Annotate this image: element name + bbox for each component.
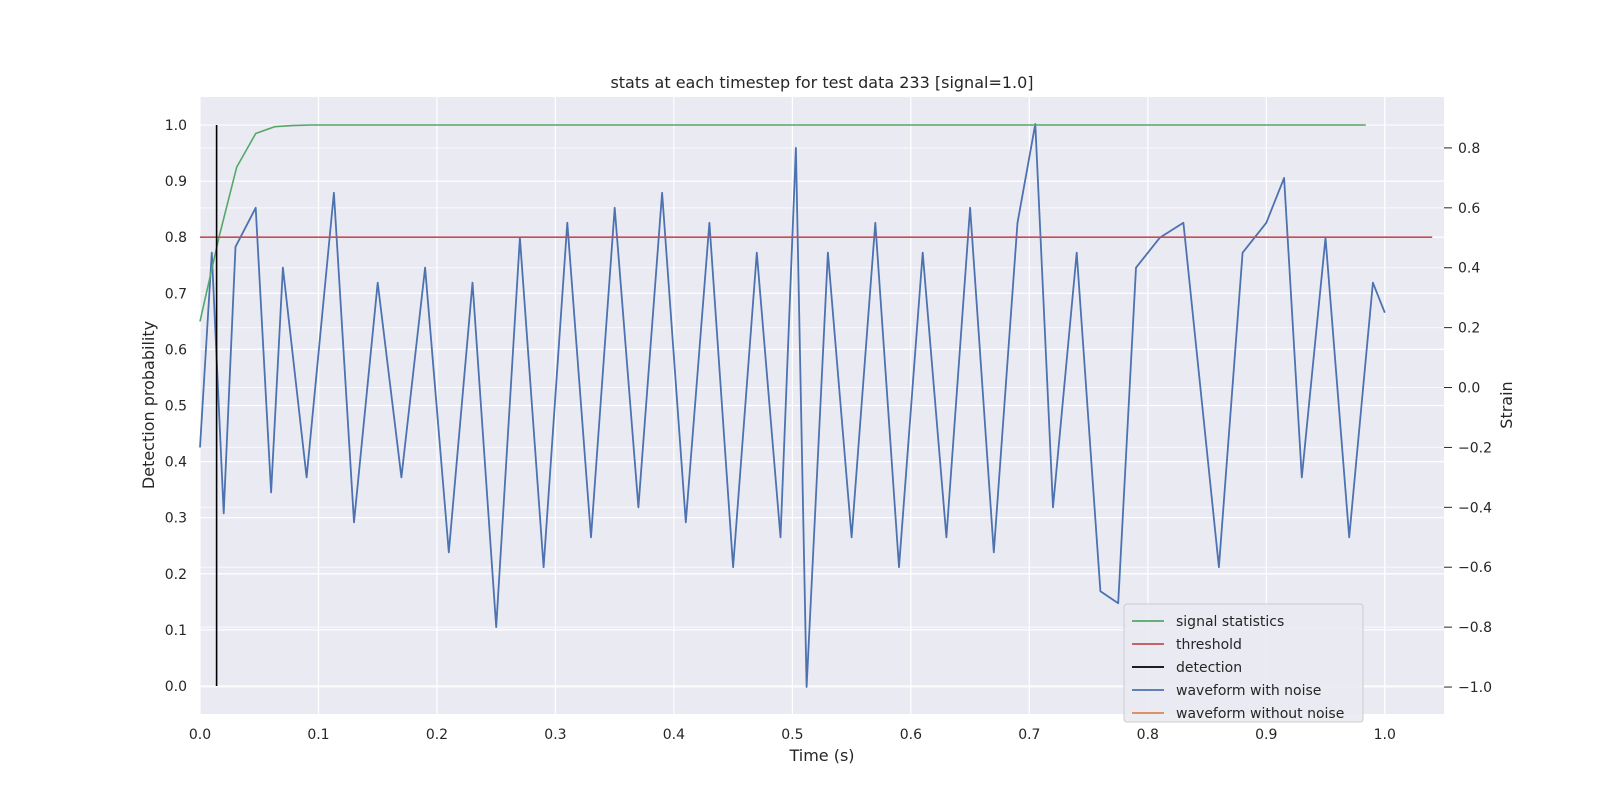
y-axis-left: 0.0 0.1 0.2 0.3 0.4 0.5 0.6 0.7 0.8 0.9 1.0 (165, 118, 187, 695)
series-line-3 (199, 123, 1386, 688)
chart-title: stats at each timestep for test data 233… (610, 73, 1033, 92)
legend-label: threshold (1176, 637, 1242, 653)
y-right-tick-label: −0.4 (1458, 500, 1492, 516)
legend-label: detection (1176, 660, 1242, 676)
y-left-tick-label: 0.0 (165, 679, 187, 695)
y-right-tick-label: −1.0 (1458, 680, 1492, 696)
y-axis-right: −1.0 −0.8 −0.6 −0.4 −0.2 0.0 0.2 0.4 0.6 0.8 (1444, 141, 1492, 696)
x-tick-label: 0.4 (663, 727, 685, 743)
y-right-tick-label: −0.6 (1458, 560, 1492, 576)
x-tick-label: 0.3 (544, 727, 566, 743)
x-tick-label: 0.8 (1137, 727, 1159, 743)
x-tick-label: 0.6 (900, 727, 922, 743)
x-axis: 0.0 0.1 0.2 0.3 0.4 0.5 0.6 0.7 0.8 0.9 1.0 (189, 727, 1396, 743)
y-left-tick-label: 0.7 (165, 286, 187, 302)
y-left-tick-label: 0.2 (165, 567, 187, 583)
legend-label: waveform with noise (1176, 683, 1321, 699)
y-left-tick-label: 0.3 (165, 511, 187, 527)
y-left-tick-label: 0.9 (165, 174, 187, 190)
y-left-tick-label: 0.1 (165, 623, 187, 639)
x-tick-label: 0.2 (426, 727, 448, 743)
x-tick-label: 0.5 (781, 727, 803, 743)
y-right-tick-label: 0.6 (1458, 201, 1480, 217)
y-axis-left-label: Detection probability (139, 321, 158, 489)
x-tick-label: 1.0 (1374, 727, 1396, 743)
y-left-tick-label: 1.0 (165, 118, 187, 134)
y-left-tick-label: 0.4 (165, 455, 187, 471)
series-layer (199, 123, 1433, 688)
y-left-tick-label: 0.8 (165, 230, 187, 246)
y-right-tick-label: 0.8 (1458, 141, 1480, 157)
legend-label: waveform without noise (1176, 706, 1344, 722)
y-right-tick-label: −0.8 (1458, 620, 1492, 636)
y-axis-right-label: Strain (1497, 381, 1516, 428)
legend: signal statistics threshold detection wavef… (1123, 603, 1364, 723)
series-line-0 (199, 124, 1366, 322)
x-tick-label: 0.9 (1255, 727, 1277, 743)
x-tick-label: 0.1 (307, 727, 329, 743)
legend-label: signal statistics (1176, 614, 1284, 630)
y-right-tick-label: −0.2 (1458, 440, 1492, 456)
x-tick-label: 0.0 (189, 727, 211, 743)
y-left-tick-label: 0.6 (165, 342, 187, 358)
y-right-tick-label: 0.0 (1458, 381, 1480, 397)
y-right-tick-label: 0.4 (1458, 261, 1480, 277)
legend-box (1123, 603, 1364, 723)
x-tick-label: 0.7 (1018, 727, 1040, 743)
x-axis-label: Time (s) (788, 746, 854, 765)
y-right-tick-label: 0.2 (1458, 321, 1480, 337)
y-left-tick-label: 0.5 (165, 399, 187, 415)
